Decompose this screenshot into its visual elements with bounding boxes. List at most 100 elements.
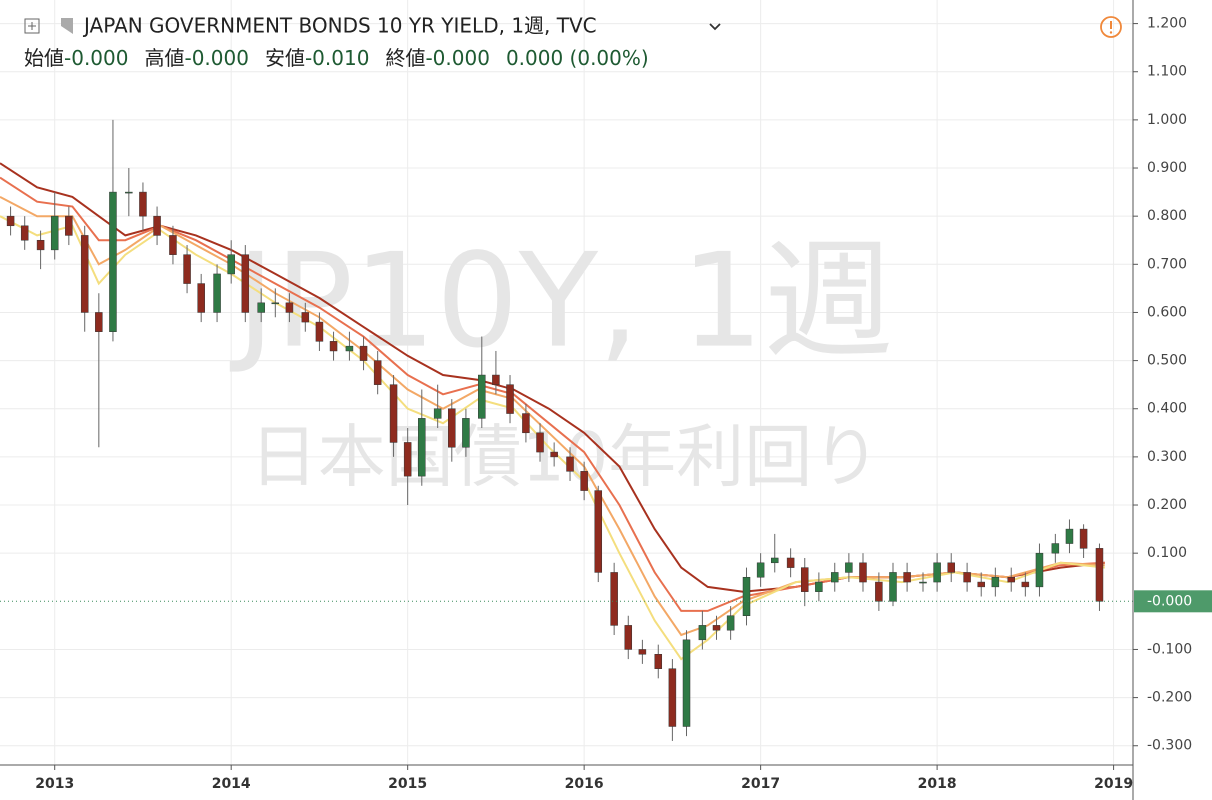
candle-body (522, 413, 530, 434)
y-tick-label: 1.000 (1147, 112, 1187, 128)
candle-body (492, 374, 500, 385)
x-tick-label: 2018 (918, 776, 957, 792)
candle-body (550, 451, 558, 458)
y-tick-label: 0.300 (1147, 449, 1187, 465)
ohlc-name: 安値 (265, 46, 305, 70)
candle-body (610, 572, 618, 626)
candle-body (227, 254, 235, 275)
y-tick-label: 0.200 (1147, 497, 1187, 513)
y-tick-label: 0.800 (1147, 208, 1187, 224)
y-tick-label: -0.300 (1147, 738, 1192, 754)
candle-body (433, 408, 442, 419)
candle-body (213, 273, 221, 313)
candle-body (566, 456, 574, 472)
candles (6, 119, 1104, 741)
candle-body (1035, 552, 1044, 588)
x-tick-label: 2017 (741, 776, 780, 792)
ohlc-value: -0.000 (64, 46, 128, 70)
candle-body (786, 557, 795, 568)
last-price-badge (1134, 590, 1212, 613)
candle-body (1079, 528, 1088, 549)
candle-body (594, 490, 603, 573)
candle-body (153, 215, 161, 236)
candle-body (65, 215, 73, 236)
candle-body (478, 374, 486, 419)
y-tick-label: 0.400 (1147, 401, 1187, 417)
ohlc-value: -0.010 (305, 46, 369, 70)
candle-body (933, 562, 941, 583)
x-tick-label: 2015 (388, 776, 427, 792)
y-tick-label: 1.100 (1147, 64, 1187, 80)
candle-body (80, 235, 89, 313)
candle-body (329, 341, 338, 352)
candle-body (139, 191, 147, 217)
candle-body (20, 225, 29, 241)
expand-box[interactable] (24, 18, 40, 34)
candle-body (462, 418, 470, 448)
candle-body (726, 615, 735, 631)
flag-icon (61, 18, 73, 34)
candle-body (698, 625, 707, 641)
candle-body (301, 312, 310, 323)
candle-body (815, 581, 823, 592)
candle-body (418, 418, 426, 477)
candle-body (845, 562, 853, 573)
candle-body (830, 572, 839, 583)
candle-body (991, 576, 1000, 588)
candle-body (624, 625, 633, 650)
candle-body (712, 625, 721, 631)
y-tick-label: 0.700 (1147, 256, 1187, 272)
candle-body (373, 360, 382, 385)
y-tick-label: -0.100 (1147, 641, 1192, 657)
candle-body (183, 254, 191, 284)
candle-body (36, 239, 45, 251)
candle-body (919, 581, 927, 584)
alert-icon[interactable] (1100, 16, 1122, 38)
candle-body (389, 384, 398, 443)
candle-body (977, 581, 985, 588)
candle-body (109, 191, 117, 332)
candle-body (770, 557, 779, 564)
candle-body (6, 215, 15, 227)
candle-body (169, 235, 177, 255)
candle-body (1021, 581, 1030, 588)
candle-body (668, 668, 677, 727)
candle-body (889, 572, 897, 602)
candle-body (875, 581, 883, 602)
y-tick-label: 0.500 (1147, 353, 1187, 369)
change-value: 0.000 (0.00%) (506, 46, 649, 70)
x-tick-label: 2014 (212, 776, 251, 792)
alert-dot[interactable] (1109, 31, 1113, 34)
candle-body (903, 572, 911, 583)
candle-body (638, 649, 647, 655)
candle-body (506, 384, 514, 414)
y-tick-label: 1.200 (1147, 16, 1187, 32)
alert-circle[interactable] (1100, 16, 1122, 38)
candle-body (448, 408, 456, 448)
ohlc-name: 始値 (24, 46, 64, 70)
candle-body (359, 345, 368, 361)
candle-body (197, 283, 205, 313)
watermark-symbol: JP10Y, 1週 (230, 225, 894, 377)
candle-body (315, 321, 324, 342)
candle-body (50, 215, 59, 251)
candle-body (1007, 576, 1015, 583)
x-tick-label: 2016 (565, 776, 604, 792)
candle-body (345, 345, 354, 352)
expand-icon[interactable] (24, 18, 40, 34)
ohlc-value: -0.000 (425, 46, 489, 70)
candle-body (859, 562, 867, 583)
candle-body (125, 191, 133, 194)
ohlc-name: 高値 (144, 46, 184, 70)
candle-body (1095, 548, 1104, 602)
dropdown-caret[interactable] (709, 23, 721, 31)
candle-body (947, 562, 955, 573)
candle-body (682, 639, 691, 727)
chart-title: JAPAN GOVERNMENT BONDS 10 YR YIELD, 1週, … (82, 14, 597, 38)
x-tick-label: 2019 (1094, 776, 1133, 792)
ohlc-name: 終値 (385, 46, 425, 70)
candle-body (536, 432, 544, 453)
